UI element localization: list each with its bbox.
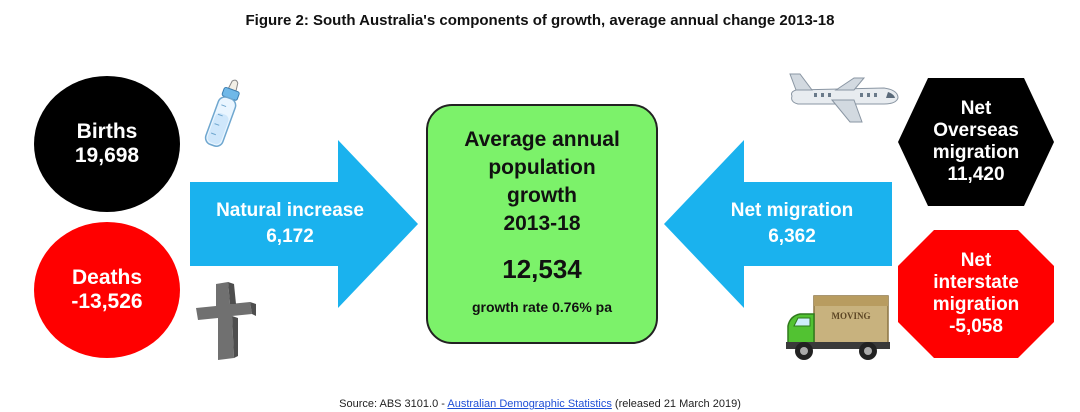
center-title-line3: growth	[507, 184, 577, 207]
net-migration-arrow	[664, 140, 892, 308]
overseas-line1: Net	[960, 98, 992, 119]
overseas-hexagon-shape	[898, 78, 1054, 206]
natural-increase-arrow	[190, 140, 418, 308]
moving-truck-icon: MOVING	[786, 295, 890, 360]
interstate-shape: Net interstate migration -5,058	[896, 228, 1056, 360]
airplane-icon	[789, 73, 899, 123]
deaths-circle: Deaths -13,526	[34, 222, 180, 358]
overseas-line2: Overseas	[933, 120, 1019, 141]
center-growth-box: Average annual population growth 2013-18…	[426, 104, 658, 344]
truck-sign: MOVING	[832, 311, 871, 321]
source-suffix: (released 21 March 2019)	[611, 398, 741, 410]
overseas-hexagon: Net Overseas migration 11,420	[896, 76, 1056, 208]
source-prefix: Source: ABS 3101.0 -	[339, 398, 448, 410]
net-migration-text: Net migration 6,362	[694, 198, 890, 250]
overseas-text: Net Overseas migration 11,420	[896, 76, 1056, 208]
deaths-value: -13,526	[71, 290, 143, 313]
center-title-line2: population	[488, 156, 596, 179]
births-value: 19,698	[74, 144, 140, 167]
source-link[interactable]: Australian Demographic Statistics	[447, 398, 612, 410]
source-note: Source: ABS 3101.0 - Australian Demograp…	[0, 398, 1080, 410]
natural-increase-label: Natural increase	[216, 200, 364, 221]
center-title-line4: 2013-18	[503, 212, 581, 235]
interstate-value: -5,058	[949, 316, 1003, 337]
interstate-line2: interstate	[933, 272, 1019, 293]
interstate-line3: migration	[932, 294, 1020, 315]
gravestone-cross-icon	[196, 282, 256, 360]
births-circle: Births 19,698	[34, 76, 180, 212]
figure-title: Figure 2: South Australia's components o…	[245, 12, 835, 29]
baby-bottle-icon	[204, 79, 240, 147]
interstate-line1: Net	[960, 250, 992, 271]
interstate-shape-bg	[898, 230, 1054, 358]
center-value: 12,534	[502, 254, 582, 284]
natural-increase-text: Natural increase 6,172	[190, 198, 390, 250]
births-label: Births	[76, 120, 138, 143]
overseas-value: 11,420	[947, 164, 1005, 185]
center-title: Average annual population growth 2013-18	[428, 126, 656, 238]
center-rate: growth rate 0.76% pa	[471, 299, 613, 315]
interstate-text: Net interstate migration -5,058	[896, 228, 1056, 360]
natural-increase-value: 6,172	[266, 226, 314, 247]
deaths-label: Deaths	[71, 266, 143, 289]
net-migration-label: Net migration	[730, 200, 854, 221]
overseas-line3: migration	[932, 142, 1020, 163]
net-migration-value: 6,362	[768, 226, 816, 247]
center-title-line1: Average annual	[464, 128, 620, 151]
